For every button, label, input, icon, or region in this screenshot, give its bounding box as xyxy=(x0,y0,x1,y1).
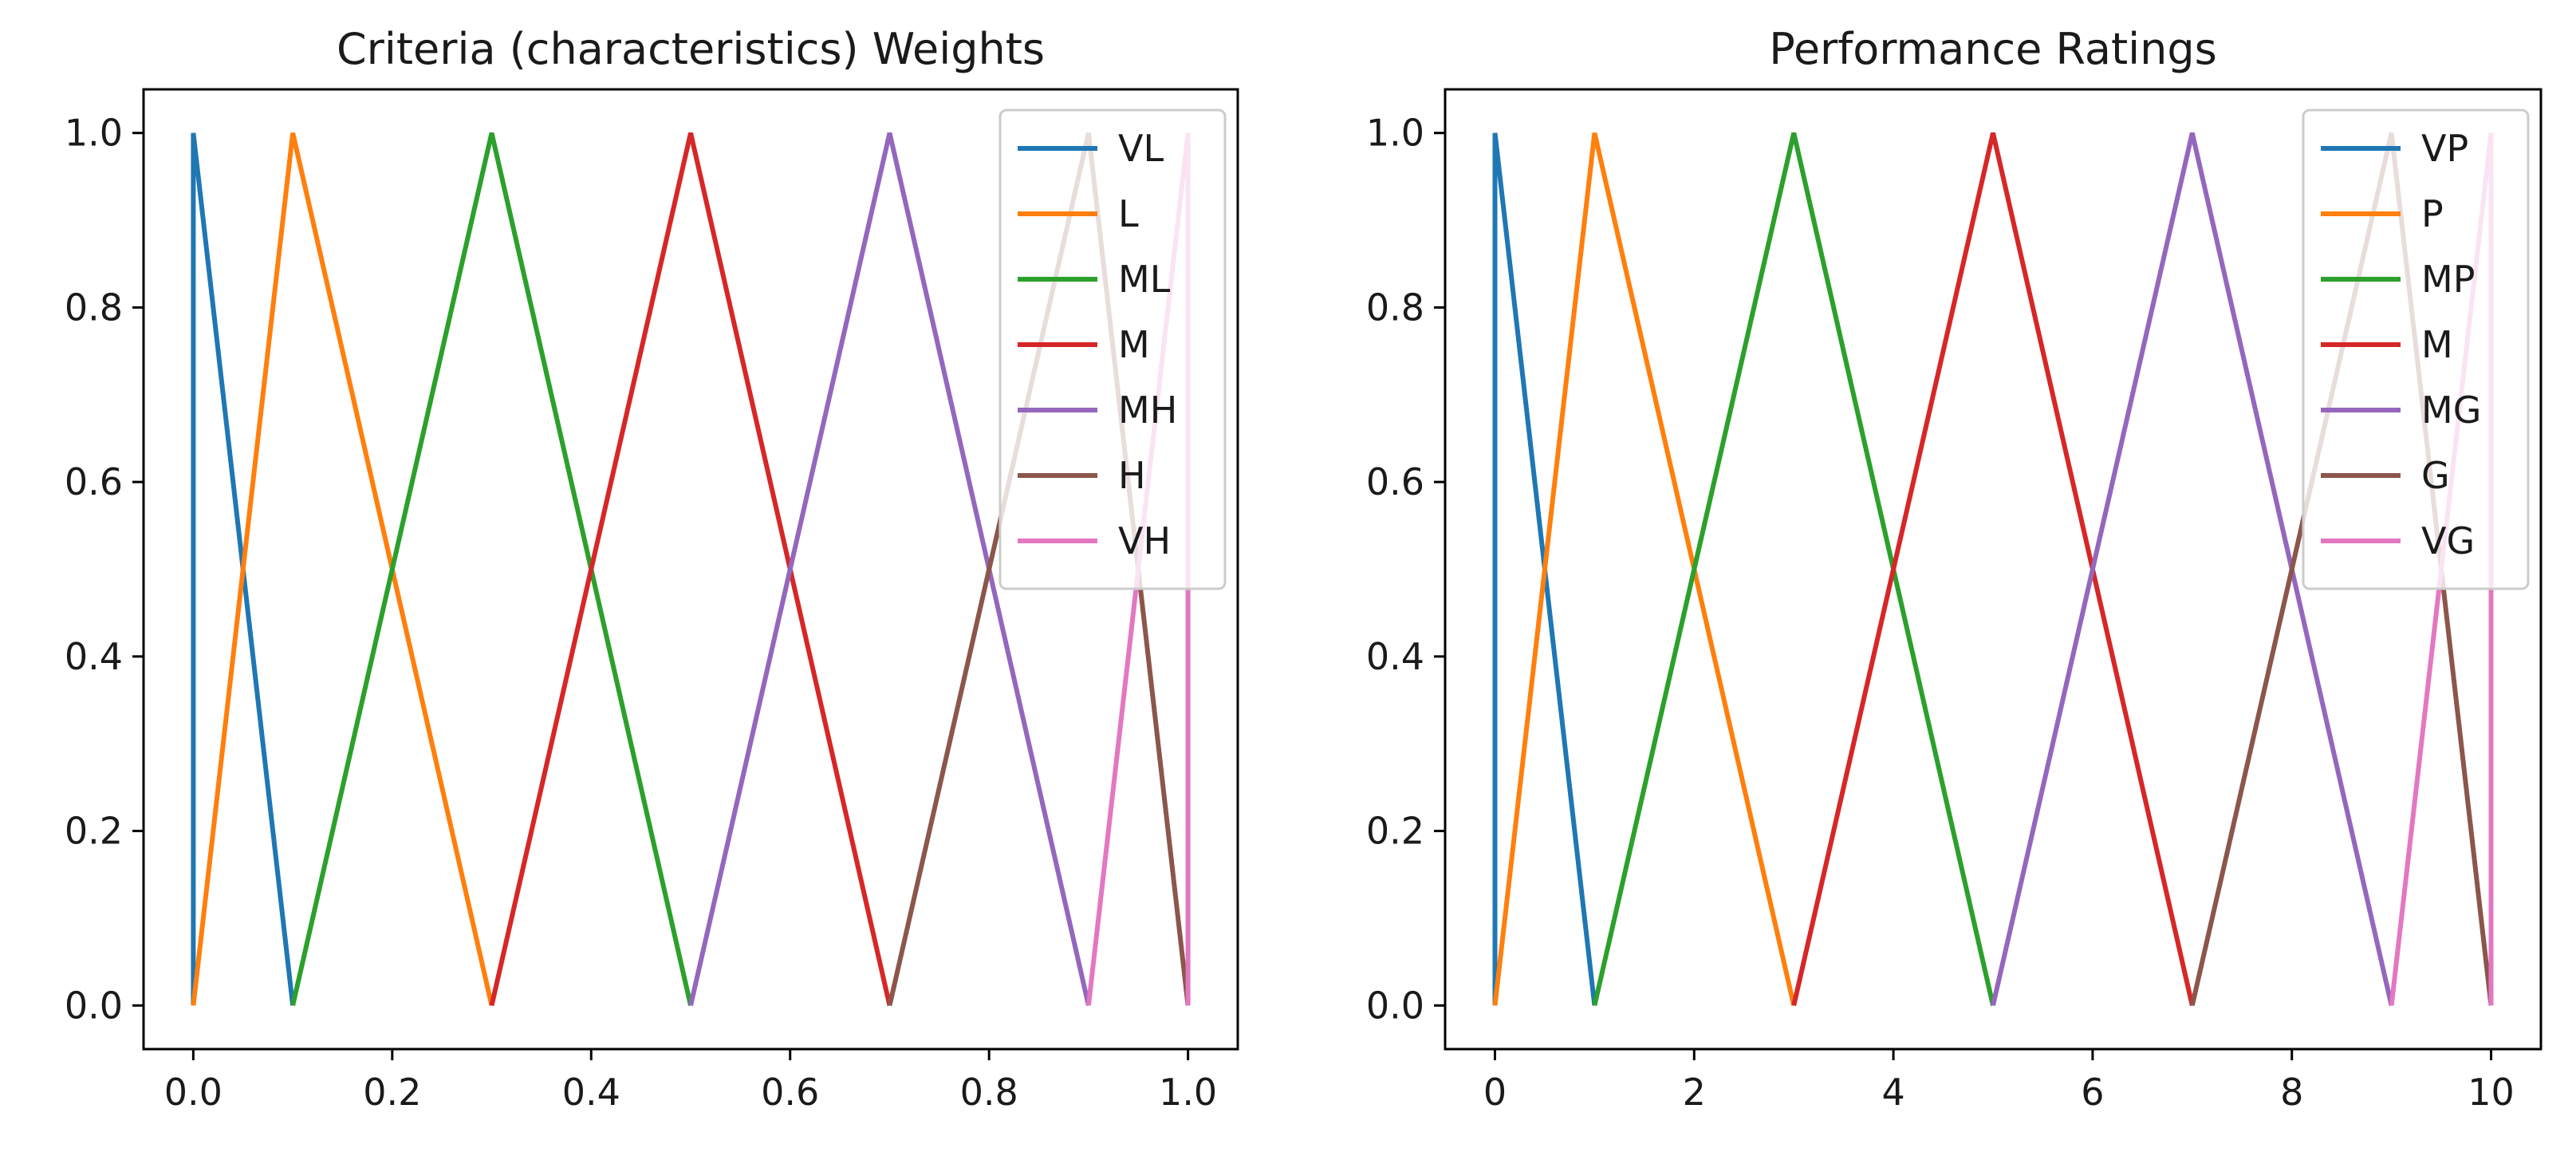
series-line-MH xyxy=(688,132,1091,1006)
series-line-MG xyxy=(1991,132,2394,1006)
legend-label-VG: VG xyxy=(2421,519,2475,562)
series-group xyxy=(1492,132,2494,1006)
x-tick-label: 0.4 xyxy=(562,1071,620,1114)
y-tick-label: 0.0 xyxy=(1366,984,1424,1027)
x-tick-label: 0.0 xyxy=(164,1071,223,1114)
y-tick-label: 0.6 xyxy=(1366,460,1424,503)
x-tick-label: 1.0 xyxy=(1159,1071,1217,1114)
chart-title: Criteria (characteristics) Weights xyxy=(337,24,1045,74)
x-tick-label: 10 xyxy=(2468,1071,2515,1114)
x-tick-label: 0.8 xyxy=(960,1071,1018,1114)
series-line-P xyxy=(1492,132,1797,1006)
x-tick-label: 2 xyxy=(1683,1071,1706,1114)
axes-frame xyxy=(1444,88,2543,1051)
x-tick-label: 0.6 xyxy=(761,1071,819,1114)
chart-title: Performance Ratings xyxy=(1769,24,2217,74)
x-tick-label: 0.2 xyxy=(363,1071,421,1114)
legend-label-L: L xyxy=(1118,192,1139,235)
series-line-ML xyxy=(290,132,693,1006)
x-tick-label: 6 xyxy=(2081,1071,2104,1114)
chart-2: Performance Ratings 0 2 4 6 8 10 0.0 0.2 0.4 0.6 0.… xyxy=(1366,24,2543,1114)
series-line-VL xyxy=(191,132,296,1006)
legend-label-P: P xyxy=(2421,192,2444,235)
legend-label-MP: MP xyxy=(2421,258,2475,301)
legend-label-M: M xyxy=(1118,323,1150,366)
legend-label-M: M xyxy=(2421,323,2453,366)
y-tick-label: 0.0 xyxy=(65,984,123,1027)
y-tick-label: 1.0 xyxy=(65,112,123,155)
legend-label-H: H xyxy=(1118,454,1146,497)
legend-label-ML: ML xyxy=(1118,258,1171,301)
legend-box xyxy=(998,109,1227,590)
y-tick-label: 0.8 xyxy=(1366,286,1424,329)
y-tick-label: 0.2 xyxy=(65,810,123,853)
legend-box xyxy=(2302,109,2530,590)
y-tick-label: 0.4 xyxy=(65,635,123,678)
series-line-VP xyxy=(1492,132,1597,1006)
series-line-MP xyxy=(1592,132,1995,1006)
series-line-M xyxy=(489,132,892,1006)
legend: VP P MP M MG G VG xyxy=(2302,109,2530,590)
legend-label-G: G xyxy=(2421,454,2450,497)
legend-label-MH: MH xyxy=(1118,389,1177,432)
y-tick-label: 0.8 xyxy=(65,286,123,329)
y-tick-label: 1.0 xyxy=(1366,112,1424,155)
legend-label-MG: MG xyxy=(2421,389,2481,432)
legend-label-VL: VL xyxy=(1118,127,1164,170)
chart-1: Criteria (characteristics) Weights 0.0 0.2… xyxy=(65,24,1239,1114)
series-line-M xyxy=(1791,132,2195,1006)
x-tick-label: 8 xyxy=(2280,1071,2303,1114)
legend: VL L ML M MH H VH xyxy=(998,109,1227,590)
legend-label-VH: VH xyxy=(1118,519,1171,562)
axes-frame xyxy=(142,88,1239,1051)
y-tick-label: 0.2 xyxy=(1366,810,1424,853)
x-tick-label: 4 xyxy=(1881,1071,1904,1114)
x-tick-label: 0 xyxy=(1483,1071,1507,1114)
y-tick-label: 0.6 xyxy=(65,460,123,503)
y-tick-label: 0.4 xyxy=(1366,635,1424,678)
legend-label-VP: VP xyxy=(2421,127,2468,170)
series-line-L xyxy=(191,132,494,1006)
